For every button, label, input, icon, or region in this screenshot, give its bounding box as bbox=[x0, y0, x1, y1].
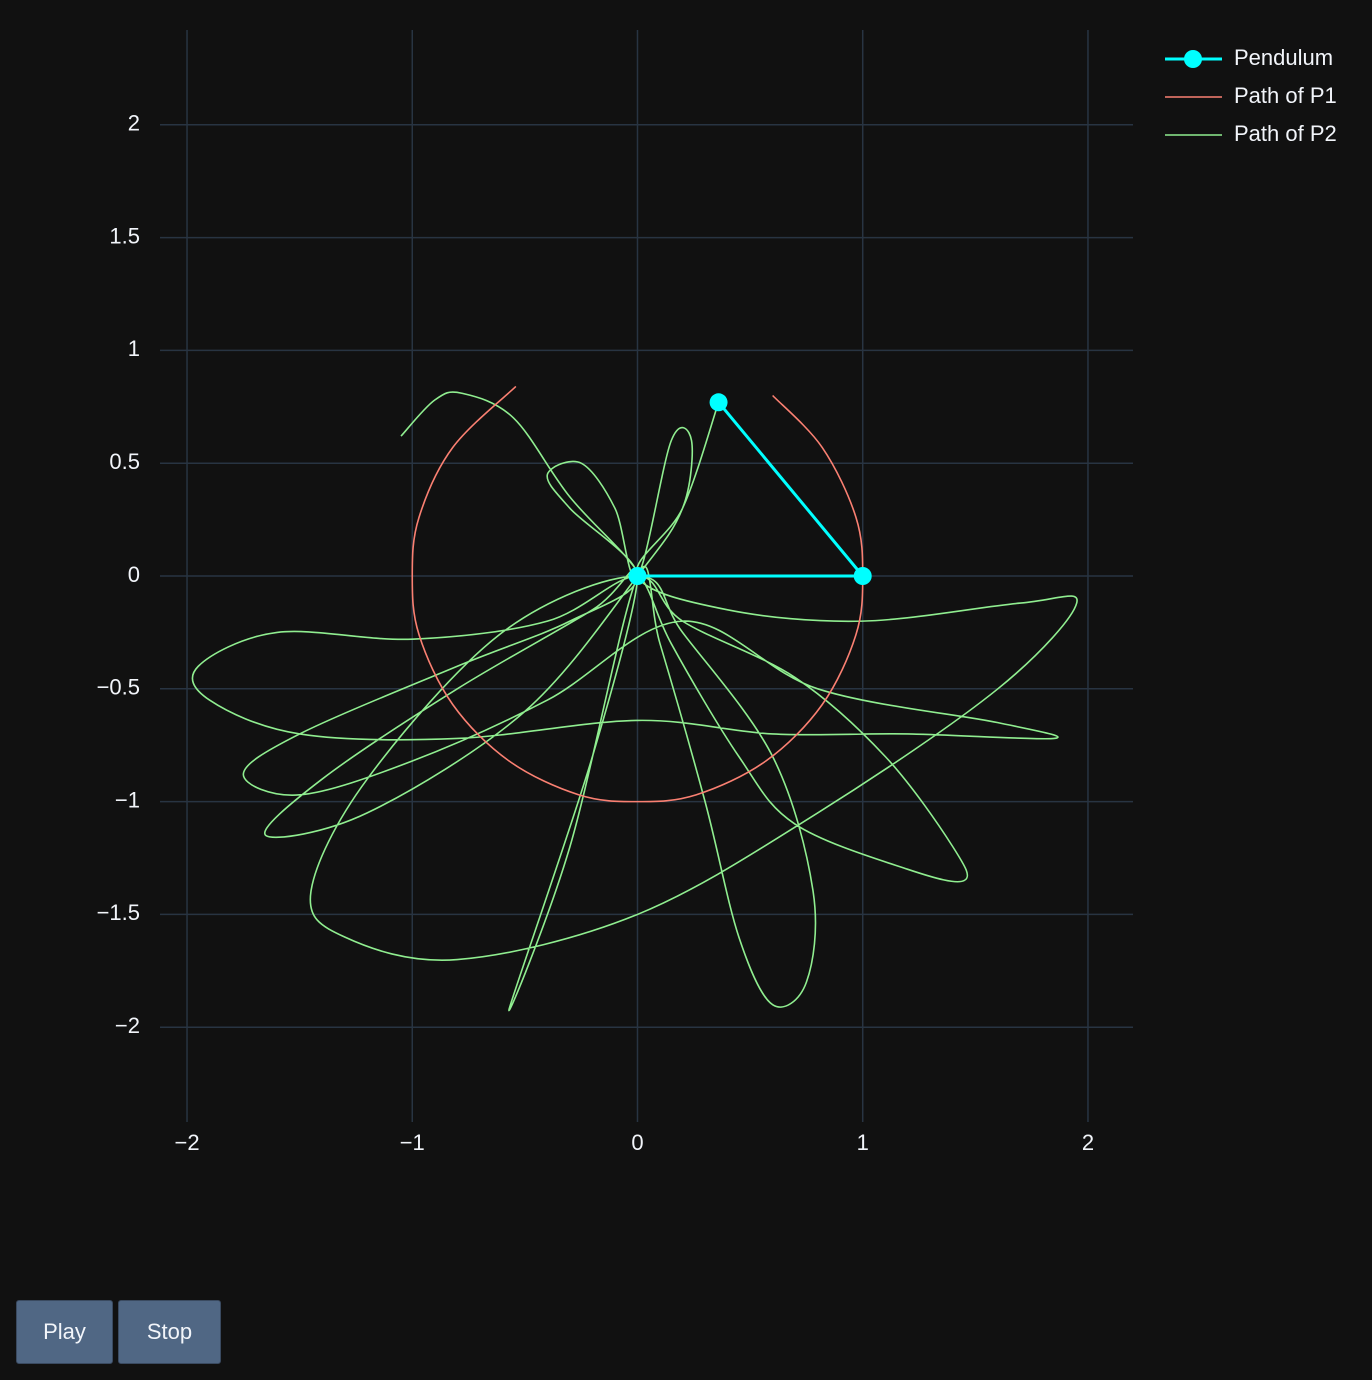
legend-marker bbox=[1184, 50, 1202, 68]
x-tick-label: 2 bbox=[1082, 1130, 1094, 1155]
y-tick-label: −0.5 bbox=[97, 675, 140, 700]
chart: −2 −1 0 1 2 −2 −1.5 −1 −0.5 0 0.5 1 1.5 2 Pendulum Path… bbox=[97, 30, 1337, 1155]
stop-button[interactable]: Stop bbox=[118, 1300, 221, 1364]
y-tick-label: 2 bbox=[128, 111, 140, 136]
y-tick-label: 0 bbox=[128, 562, 140, 587]
y-tick-label: 1.5 bbox=[109, 223, 140, 248]
y-tick-label: 0.5 bbox=[109, 449, 140, 474]
x-tick-label: 1 bbox=[857, 1130, 869, 1155]
series-line bbox=[191, 391, 1078, 1012]
x-tick-label: −1 bbox=[400, 1130, 425, 1155]
marker bbox=[853, 567, 872, 585]
marker bbox=[628, 567, 647, 585]
marker bbox=[709, 393, 728, 412]
series-line bbox=[411, 385, 864, 803]
legend-label: Path of P1 bbox=[1234, 83, 1337, 108]
series-line bbox=[637, 401, 865, 578]
y-tick-label: 1 bbox=[128, 336, 140, 361]
y-tick-label: −2 bbox=[115, 1013, 140, 1038]
y-tick-label: −1.5 bbox=[97, 900, 140, 925]
y-tick-label: −1 bbox=[115, 787, 140, 812]
x-tick-label: 0 bbox=[631, 1130, 643, 1155]
play-button[interactable]: Play bbox=[16, 1300, 113, 1364]
legend-label: Path of P2 bbox=[1234, 121, 1337, 146]
x-tick-label: −2 bbox=[174, 1130, 199, 1155]
legend-label: Pendulum bbox=[1234, 45, 1333, 70]
